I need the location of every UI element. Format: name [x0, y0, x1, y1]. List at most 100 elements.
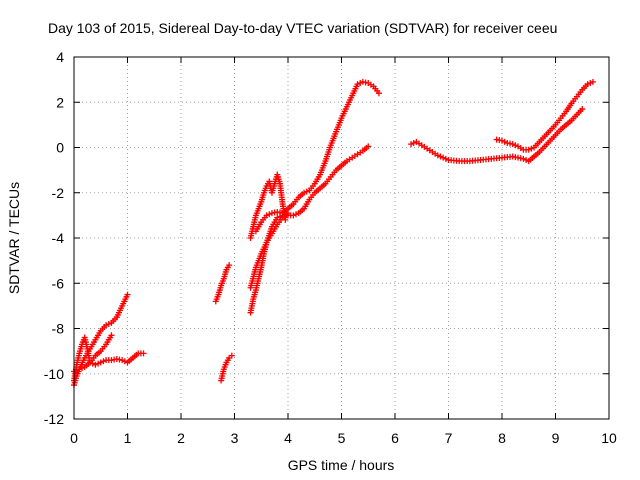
data-point — [545, 129, 552, 136]
data-point — [97, 359, 104, 366]
chart-title: Day 103 of 2015, Sidereal Day-to-day VTE… — [48, 20, 557, 36]
x-tick-label: 1 — [124, 430, 132, 446]
data-point — [90, 354, 97, 361]
data-point — [321, 160, 328, 167]
y-axis-label: SDTVAR / TECUs — [6, 182, 22, 294]
data-point — [219, 277, 226, 284]
data-point — [100, 358, 107, 365]
data-point — [293, 196, 300, 203]
data-point — [545, 139, 552, 146]
data-point — [116, 356, 123, 363]
y-tick-labels: -12 -10 -8 -6 -4 -2 0 2 4 — [44, 49, 64, 427]
data-point — [550, 123, 557, 130]
data-point — [528, 145, 535, 152]
data-point — [572, 95, 579, 102]
x-tick-label: 2 — [177, 430, 185, 446]
series-arc-4 — [212, 262, 233, 305]
data-point — [336, 164, 343, 171]
series-arc-3 — [71, 332, 115, 375]
data-point — [257, 201, 264, 208]
data-point — [299, 191, 306, 198]
x-axis-label: GPS time / hours — [288, 457, 395, 473]
data-point — [262, 241, 269, 248]
data-point — [276, 209, 283, 216]
x-tick-label: 9 — [552, 430, 560, 446]
data-point — [111, 356, 118, 363]
data-point — [303, 188, 310, 195]
series-arc-11 — [493, 78, 596, 153]
data-point — [556, 117, 563, 124]
data-point — [267, 232, 274, 239]
data-point — [305, 198, 312, 205]
data-point — [332, 130, 339, 137]
data-point — [501, 138, 508, 145]
data-point — [507, 153, 514, 160]
data-point — [421, 143, 428, 150]
data-point — [320, 182, 327, 189]
data-point — [567, 102, 574, 109]
data-point — [262, 185, 269, 192]
plot-frame — [73, 56, 610, 420]
data-point — [416, 140, 423, 147]
data-point — [123, 293, 130, 300]
data-point — [357, 80, 364, 87]
data-point — [279, 198, 286, 205]
series-arc-9 — [247, 210, 291, 291]
data-point — [137, 350, 144, 357]
data-point — [266, 211, 273, 218]
data-point — [410, 139, 417, 146]
data-point — [342, 106, 349, 113]
data-point — [589, 78, 596, 85]
data-point — [80, 357, 87, 364]
x-tick-label: 10 — [601, 430, 617, 446]
data-point — [561, 123, 568, 130]
data-point — [101, 343, 108, 350]
data-point — [437, 153, 444, 160]
data-point — [133, 351, 140, 358]
data-point — [342, 159, 349, 166]
data-point — [249, 298, 256, 305]
data-point — [112, 316, 119, 323]
data-point — [252, 214, 259, 221]
data-point — [529, 155, 536, 162]
y-tick-label: -4 — [52, 230, 65, 246]
data-point — [327, 144, 334, 151]
data-point — [214, 293, 221, 300]
data-point — [556, 128, 563, 135]
data-point — [496, 137, 503, 144]
data-point — [512, 142, 519, 149]
data-point — [95, 349, 102, 356]
data-point — [326, 176, 333, 183]
data-point — [222, 268, 229, 275]
data-point — [92, 361, 99, 368]
data-point — [252, 289, 259, 296]
data-point — [561, 110, 568, 117]
plot-area — [71, 78, 596, 389]
data-point — [426, 147, 433, 154]
data-point — [496, 154, 503, 161]
x-tick-label: 5 — [338, 430, 346, 446]
y-tick-label: -10 — [44, 366, 64, 382]
y-tick-label: -2 — [52, 185, 65, 201]
data-point — [309, 182, 316, 189]
data-point — [105, 320, 112, 327]
data-point — [224, 357, 231, 364]
data-point — [474, 157, 481, 164]
y-tick-label: 4 — [56, 49, 64, 65]
data-point — [348, 94, 355, 101]
data-point — [337, 117, 344, 124]
data-point — [222, 361, 229, 368]
y-tick-label: 2 — [56, 94, 64, 110]
data-point — [224, 264, 231, 271]
y-tick-label: -8 — [52, 321, 65, 337]
data-point — [78, 343, 85, 350]
data-point — [577, 89, 584, 96]
data-point — [540, 135, 547, 142]
data-point — [101, 323, 108, 330]
data-point — [299, 207, 306, 214]
data-point — [374, 87, 381, 94]
data-point — [540, 145, 547, 152]
data-point — [283, 211, 290, 218]
data-point — [73, 367, 80, 374]
